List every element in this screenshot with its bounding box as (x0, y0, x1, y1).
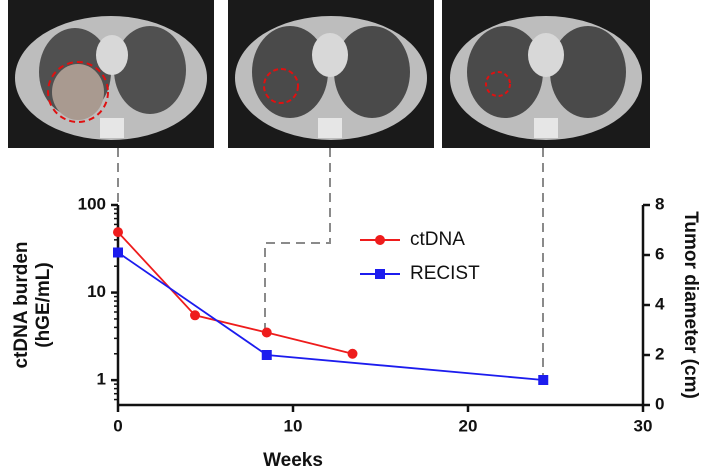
x-tick-label: 20 (459, 416, 478, 435)
data-point (538, 375, 549, 385)
x-tick-label: 0 (113, 416, 122, 435)
x-tick-label: 30 (634, 416, 653, 435)
y2-tick-label: 4 (655, 294, 665, 313)
series-line (117, 231, 353, 355)
y-axis-label: ctDNA burden (11, 241, 32, 368)
y2-tick-label: 8 (655, 194, 664, 213)
x-axis-label: Weeks (263, 450, 323, 471)
ct-image (442, 0, 650, 148)
y2-tick-label: 0 (655, 394, 664, 413)
connector (264, 148, 331, 330)
connectors (117, 148, 544, 376)
data-point (261, 327, 272, 338)
legend-marker (375, 235, 385, 245)
y-tick-label: 10 (87, 282, 106, 301)
x-tick-label: 10 (284, 416, 303, 435)
legend-label: ctDNA (410, 229, 465, 250)
y2-tick-label: 6 (655, 244, 664, 263)
y-axis-label: (hGE/mL) (33, 262, 54, 348)
ct-image (228, 0, 434, 148)
legend-marker (375, 269, 385, 279)
y-tick-label: 1 (97, 370, 106, 389)
legend-label: RECIST (410, 263, 480, 284)
ct-images (8, 0, 650, 148)
data-point (261, 350, 272, 360)
y2-tick-label: 2 (655, 344, 664, 363)
data-point (113, 227, 123, 238)
data-point (113, 247, 123, 258)
data-point (190, 310, 200, 321)
y-tick-label: 100 (78, 194, 106, 213)
data-point (347, 348, 358, 359)
ct-image (8, 0, 214, 148)
y2-axis-label: Tumor diameter (cm) (680, 211, 701, 399)
